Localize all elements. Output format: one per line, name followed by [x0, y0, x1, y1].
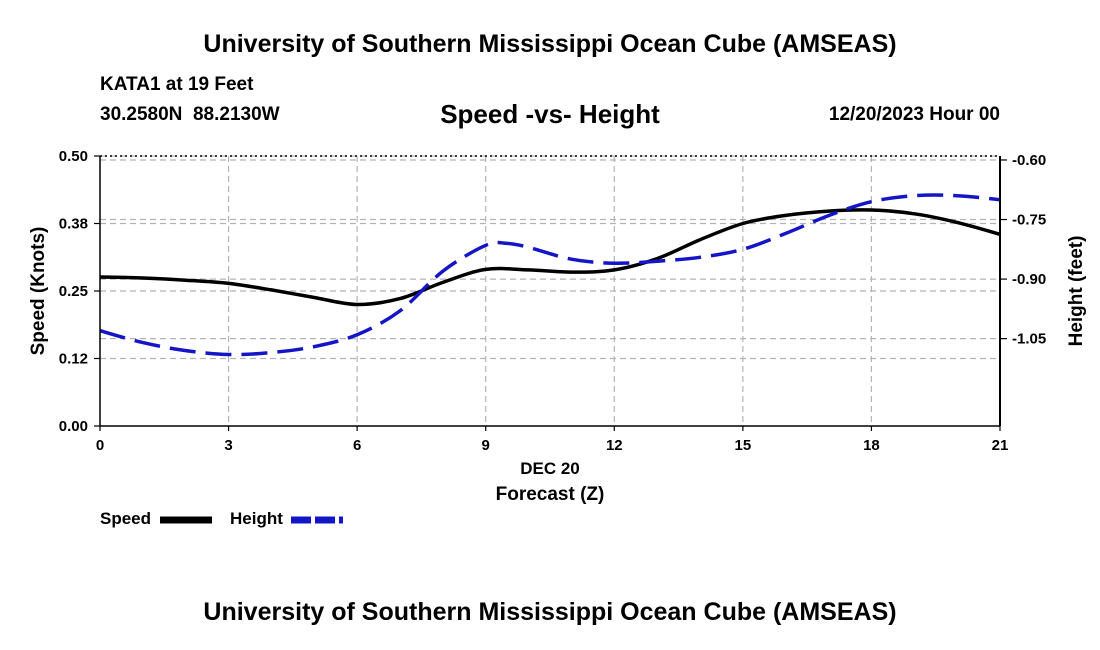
y2-tick-label: -0.60 [1012, 152, 1046, 169]
axes-layer [94, 155, 1007, 431]
series-line-height [99, 193, 1001, 357]
labels-layer: 0 3 6 9 12 15 18 21 0.00 0.12 0.25 0.38 0.50 -1.05 -0.… [28, 148, 1087, 505]
y-tick-label: 0.12 [59, 351, 88, 368]
y2-tick-label: -0.75 [1012, 212, 1046, 229]
x-tick-label: 6 [353, 437, 361, 454]
x-tick-label: 12 [606, 437, 623, 454]
legend-speed-label: Speed [100, 509, 152, 528]
x-tick-label: 3 [224, 437, 232, 454]
y2-tick-label: -1.05 [1012, 331, 1046, 348]
x-tick-label: 21 [992, 437, 1009, 454]
y-tick-label: 0.38 [59, 216, 88, 233]
x-tick-label: 15 [735, 437, 752, 454]
x-tick-label: 9 [482, 437, 490, 454]
station-coordinates: 30.2580N 88.2130W [100, 104, 280, 125]
y-tick-label: 0.50 [59, 148, 88, 165]
x-tick-label: 18 [863, 437, 880, 454]
series-line-speed [99, 208, 1001, 307]
y-tick-label: 0.00 [59, 418, 88, 435]
chart-main-title: University of Southern Mississippi Ocean… [203, 30, 897, 58]
chart-subtitle: Speed -vs- Height [440, 99, 660, 129]
x-axis-title: Forecast (Z) [496, 484, 605, 505]
y-axis-title: Speed (Knots) [28, 227, 49, 356]
y2-axis-title: Height (feet) [1066, 236, 1087, 347]
station-name: KATA1 at 19 Feet [100, 74, 254, 95]
series-layer [99, 193, 1001, 357]
forecast-datetime: 12/20/2023 Hour 00 [828, 104, 1000, 125]
x-axis-date-label: DEC 20 [520, 459, 580, 478]
legend-height-label: Height [230, 509, 283, 528]
y2-tick-label: -0.90 [1012, 271, 1046, 288]
y-tick-label: 0.25 [59, 283, 88, 300]
x-tick-label: 0 [96, 437, 104, 454]
footer-title: University of Southern Mississippi Ocean… [203, 598, 897, 626]
grid-layer [100, 155, 1000, 426]
